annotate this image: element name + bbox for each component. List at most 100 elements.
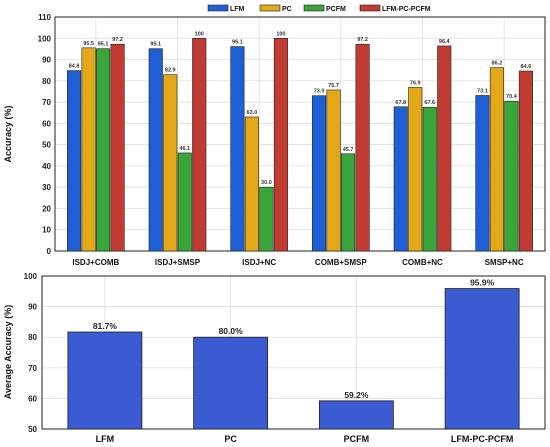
top-y-tick-80: 80: [42, 77, 51, 86]
top-bar-comb-smsp-lfm: [312, 95, 327, 252]
top-data-label-smsp-nc-pcfm: 70.4: [506, 94, 518, 100]
top-plot-frame: [54, 16, 546, 252]
top-bar-comb-nc-lfm-pc-pcfm: [437, 45, 452, 252]
top-category-smsp-nc: SMSP+NC: [485, 258, 524, 267]
top-bar-smsp-nc-lfm: [475, 95, 490, 252]
top-bar-isdj-comb-lfm-pc-pcfm: [110, 43, 125, 252]
top-bar-isdj-nc-lfm: [230, 46, 245, 252]
top-bar-isdj-comb-pc: [81, 47, 96, 252]
bottom-category-labels: LFM PC PCFM LFM-PC-PCFM: [96, 434, 514, 444]
top-y-tick-50: 50: [42, 141, 51, 150]
top-data-label-comb-nc-lfm: 67.8: [395, 100, 406, 106]
top-gridlines: [55, 16, 545, 252]
top-data-label-isdj-smsp-lfm: 95.1: [150, 42, 161, 48]
top-data-label-smsp-nc-lfm: 73.1: [477, 88, 488, 94]
top-data-label-isdj-comb-pcfm: 95.1: [98, 42, 109, 48]
bottom-category-lfm: LFM: [96, 434, 115, 444]
bottom-data-label-pcfm: 59.2%: [344, 390, 369, 400]
top-y-tick-70: 70: [42, 98, 51, 107]
bottom-y-axis-label: Average Accuracy (%): [3, 305, 13, 399]
top-data-label-isdj-smsp-lfm-pc-pcfm: 100: [195, 31, 204, 37]
top-bar-isdj-smsp-lfm-pc-pcfm: [192, 37, 207, 252]
top-bar-comb-nc-lfm: [393, 106, 408, 252]
top-data-label-isdj-nc-pcfm: 30.0: [261, 180, 272, 186]
bottom-y-tick-80: 80: [28, 333, 37, 342]
top-y-ticks: 0 10 20 30 40 50 60 70 80 90 100 110: [38, 13, 52, 256]
top-y-tick-60: 60: [42, 119, 51, 128]
legend-label-lfm-pc-pcfm: LFM-PC-PCFM: [382, 6, 431, 13]
top-data-label-isdj-smsp-pcfm: 46.1: [179, 146, 190, 152]
bottom-y-tick-60: 60: [28, 394, 37, 403]
bottom-category-lfm-pc-pcfm: LFM-PC-PCFM: [451, 434, 514, 444]
top-data-label-comb-nc-lfm-pc-pcfm: 96.4: [439, 39, 451, 45]
top-category-comb-smsp: COMB+SMSP: [315, 258, 367, 267]
bottom-y-tick-70: 70: [28, 364, 37, 373]
bottom-y-ticks: 50 60 70 80 90 100: [24, 272, 38, 434]
top-bar-smsp-nc-pcfm: [504, 100, 519, 252]
bottom-bar-lfm: [67, 331, 143, 430]
legend-label-pcfm: PCFM: [326, 6, 346, 13]
top-data-label-smsp-nc-lfm-pc-pcfm: 84.6: [521, 64, 532, 70]
top-category-comb-nc: COMB+NC: [402, 258, 443, 267]
top-bar-comb-nc-pcfm: [422, 106, 437, 252]
top-y-tick-30: 30: [42, 183, 51, 192]
top-data-label-comb-nc-pcfm: 67.6: [424, 100, 435, 106]
top-y-tick-100: 100: [38, 34, 52, 43]
top-category-labels: ISDJ+COMB ISDJ+SMSP ISDJ+NC COMB+SMSP COMB+N…: [72, 258, 523, 267]
legend: LFM PC PCFM LFM-PC-PCFM: [207, 4, 431, 13]
top-data-label-isdj-nc-pc: 63.0: [247, 110, 258, 116]
top-bar-smsp-nc-lfm-pc-pcfm: [518, 70, 533, 252]
top-bar-isdj-comb-pcfm: [96, 48, 111, 252]
legend-swatch-lfm: [207, 4, 229, 12]
top-data-label-comb-smsp-lfm: 73.0: [314, 89, 325, 95]
top-y-tick-90: 90: [42, 56, 51, 65]
top-category-isdj-smsp: ISDJ+SMSP: [155, 258, 201, 267]
top-bar-isdj-comb-lfm: [67, 70, 82, 252]
bottom-category-pc: PC: [224, 434, 237, 444]
top-y-tick-20: 20: [42, 204, 51, 213]
top-data-label-isdj-nc-lfm: 96.1: [232, 40, 243, 46]
top-data-label-isdj-comb-pc: 95.5: [83, 41, 94, 47]
bottom-chart: 50 60 70 80 90 100 81.7% 80.0% 59.2% 95.9% LFM PC…: [3, 272, 546, 444]
top-data-label-comb-smsp-lfm-pc-pcfm: 97.2: [357, 37, 368, 43]
top-y-tick-0: 0: [47, 247, 52, 256]
top-bar-isdj-smsp-lfm: [148, 48, 163, 252]
legend-swatch-pcfm: [303, 4, 325, 12]
top-bar-isdj-nc-pcfm: [259, 186, 274, 252]
top-category-isdj-comb: ISDJ+COMB: [72, 258, 119, 267]
top-data-label-isdj-comb-lfm-pc-pcfm: 97.2: [112, 37, 123, 43]
top-data-label-comb-nc-pc: 76.9: [410, 80, 421, 86]
bottom-bar-pc: [193, 336, 269, 430]
bottom-category-pcfm: PCFM: [344, 434, 370, 444]
top-data-label-isdj-smsp-pc: 82.9: [165, 68, 176, 74]
top-data-label-isdj-nc-lfm-pc-pcfm: 100: [276, 31, 285, 37]
top-category-isdj-nc: ISDJ+NC: [242, 258, 276, 267]
bottom-y-tick-100: 100: [24, 272, 38, 281]
top-y-tick-40: 40: [42, 162, 51, 171]
bottom-y-tick-50: 50: [28, 425, 37, 434]
top-bar-comb-smsp-pcfm: [341, 153, 356, 252]
bottom-data-labels: 81.7% 80.0% 59.2% 95.9%: [93, 278, 495, 400]
top-data-labels: 84.895.5 95.197.295.182.946.110096.163.03…: [69, 31, 532, 186]
top-bar-isdj-nc-pc: [244, 116, 259, 252]
bottom-bar-pcfm: [318, 400, 394, 430]
bottom-data-label-lfm-pc-pcfm: 95.9%: [470, 278, 495, 288]
top-bars: [67, 37, 533, 252]
bottom-y-tick-90: 90: [28, 303, 37, 312]
bottom-data-label-lfm: 81.7%: [93, 321, 118, 331]
bottom-data-label-pc: 80.0%: [219, 326, 244, 336]
top-data-label-smsp-nc-pc: 86.2: [492, 61, 503, 67]
bottom-plot-frame: [41, 275, 546, 430]
bottom-bar-lfm-pc-pcfm: [444, 288, 520, 430]
legend-swatch-pc: [259, 4, 281, 12]
bottom-bars: [67, 288, 520, 430]
top-bar-comb-nc-pc: [408, 87, 423, 252]
top-bar-smsp-nc-pc: [489, 67, 504, 252]
top-bar-isdj-smsp-pcfm: [177, 152, 192, 252]
top-y-tick-10: 10: [42, 226, 51, 235]
top-bar-isdj-smsp-pc: [163, 74, 178, 252]
legend-label-pc: PC: [282, 6, 292, 13]
top-data-label-comb-smsp-pcfm: 45.7: [343, 147, 354, 153]
